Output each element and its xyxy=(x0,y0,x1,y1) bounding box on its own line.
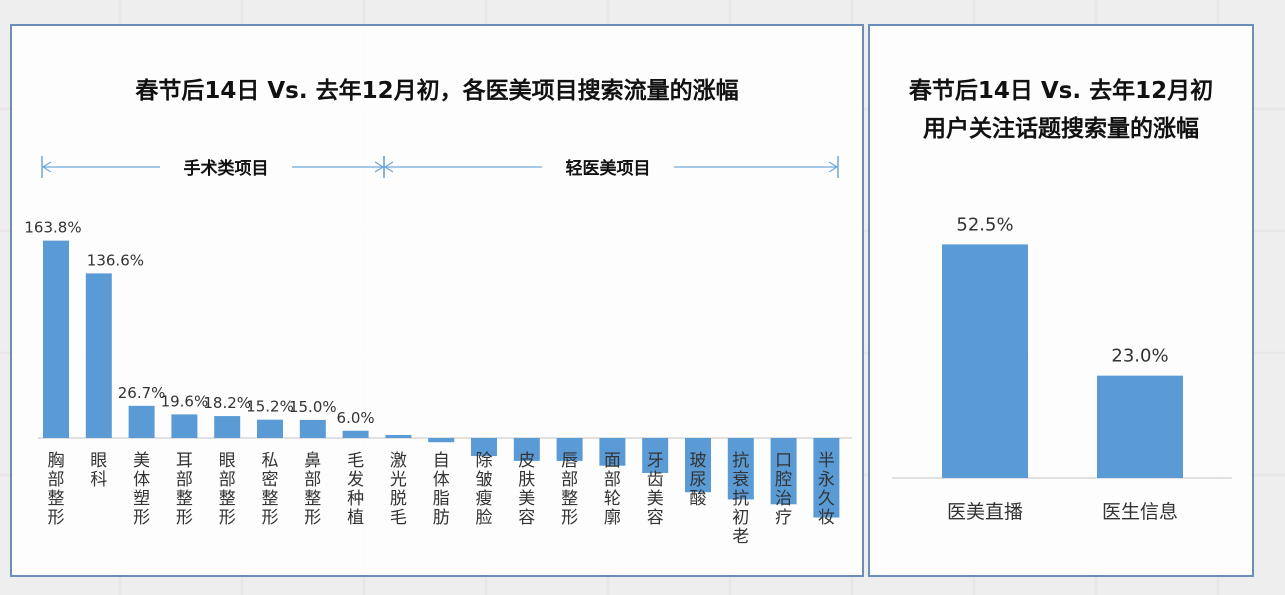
right-chart-title-line2: 用户关注话题搜索量的涨幅 xyxy=(923,116,1199,142)
group-0-arrow-right xyxy=(374,161,385,173)
bar-4 xyxy=(171,414,198,438)
category-label-1: 胸部整形 xyxy=(48,451,65,528)
bar-11 xyxy=(471,438,497,457)
data-label-1: 163.8% xyxy=(24,219,81,237)
left-chart-svg: 手术类项目 轻医美项目 163.8% 胸部整形 136.6% 眼科 26.7% 美体塑形 19.… xyxy=(24,156,852,547)
category-label-5: 眼部整形 xyxy=(219,451,236,528)
category-label-11: 除皱瘦脸 xyxy=(476,451,493,528)
bar-12 xyxy=(513,438,540,461)
left-chart-panel: 春节后14日 Vs. 去年12月初，各医美项目搜索流量的涨幅 手术类项目 轻医美项… xyxy=(10,24,864,577)
category-label-18: 口腔治疗 xyxy=(775,451,792,528)
bar-10 xyxy=(428,438,455,443)
bar-16 xyxy=(685,438,711,493)
bar-1 xyxy=(43,240,69,438)
bar-14 xyxy=(599,438,626,466)
left-chart-title: 春节后14日 Vs. 去年12月初，各医美项目搜索流量的涨幅 xyxy=(135,78,739,104)
bar-19 xyxy=(813,438,840,518)
group-label-1: 轻医美项目 xyxy=(566,158,651,179)
right-chart-svg: 52.5% 医美直播 23.0% 医生信息 xyxy=(892,214,1232,523)
bar-13 xyxy=(556,438,583,461)
right-category-label-2: 医生信息 xyxy=(1102,501,1178,523)
category-label-19: 半永久妆 xyxy=(818,451,835,528)
right-chart-title-line1: 春节后14日 Vs. 去年12月初 xyxy=(908,78,1214,104)
category-label-8: 毛发种植 xyxy=(347,451,364,528)
category-label-9: 激光脱毛 xyxy=(390,451,407,528)
category-label-3: 美体塑形 xyxy=(133,451,150,528)
bar-18 xyxy=(770,438,797,505)
data-label-2: 136.6% xyxy=(87,251,144,269)
group-label-0: 手术类项目 xyxy=(184,158,269,179)
bar-7 xyxy=(299,419,326,438)
bar-2 xyxy=(85,273,112,438)
category-label-4: 耳部整形 xyxy=(176,451,193,528)
bar-3 xyxy=(128,405,155,438)
category-label-10: 自体脂肪 xyxy=(433,451,450,528)
category-label-14: 面部轮廓 xyxy=(604,451,621,528)
bar-9 xyxy=(385,434,412,438)
data-label-8: 6.0% xyxy=(337,409,375,427)
bar-5 xyxy=(214,416,241,438)
group-1-arrow-left xyxy=(383,161,394,173)
data-label-5: 18.2% xyxy=(203,394,251,412)
right-data-label-2: 23.0% xyxy=(1111,346,1168,367)
category-label-6: 私密整形 xyxy=(262,451,279,528)
category-label-7: 鼻部整形 xyxy=(304,451,321,528)
bar-17 xyxy=(727,438,754,500)
right-bar-2 xyxy=(1097,375,1183,478)
bar-15 xyxy=(642,438,669,473)
right-chart-panel: 春节后14日 Vs. 去年12月初 用户关注话题搜索量的涨幅 52.5% 医美直播… xyxy=(868,24,1254,577)
data-label-4: 19.6% xyxy=(161,392,209,410)
data-label-6: 15.2% xyxy=(246,398,294,416)
bar-8 xyxy=(342,430,369,438)
bar-6 xyxy=(257,419,283,438)
data-label-3: 26.7% xyxy=(118,384,166,402)
right-data-label-1: 52.5% xyxy=(956,214,1013,235)
right-bar-1 xyxy=(942,244,1028,478)
category-label-2: 眼科 xyxy=(90,451,107,490)
data-label-7: 15.0% xyxy=(289,398,337,416)
group-1-arrow-right xyxy=(828,161,839,173)
category-label-17: 抗衰抗初老 xyxy=(732,451,749,547)
right-category-label-1: 医美直播 xyxy=(947,501,1023,523)
group-0-arrow-left xyxy=(41,161,52,173)
category-label-13: 唇部整形 xyxy=(561,451,578,528)
category-label-16: 玻尿酸 xyxy=(690,451,707,509)
category-label-12: 皮肤美容 xyxy=(518,451,535,528)
category-label-15: 牙齿美容 xyxy=(647,451,664,528)
